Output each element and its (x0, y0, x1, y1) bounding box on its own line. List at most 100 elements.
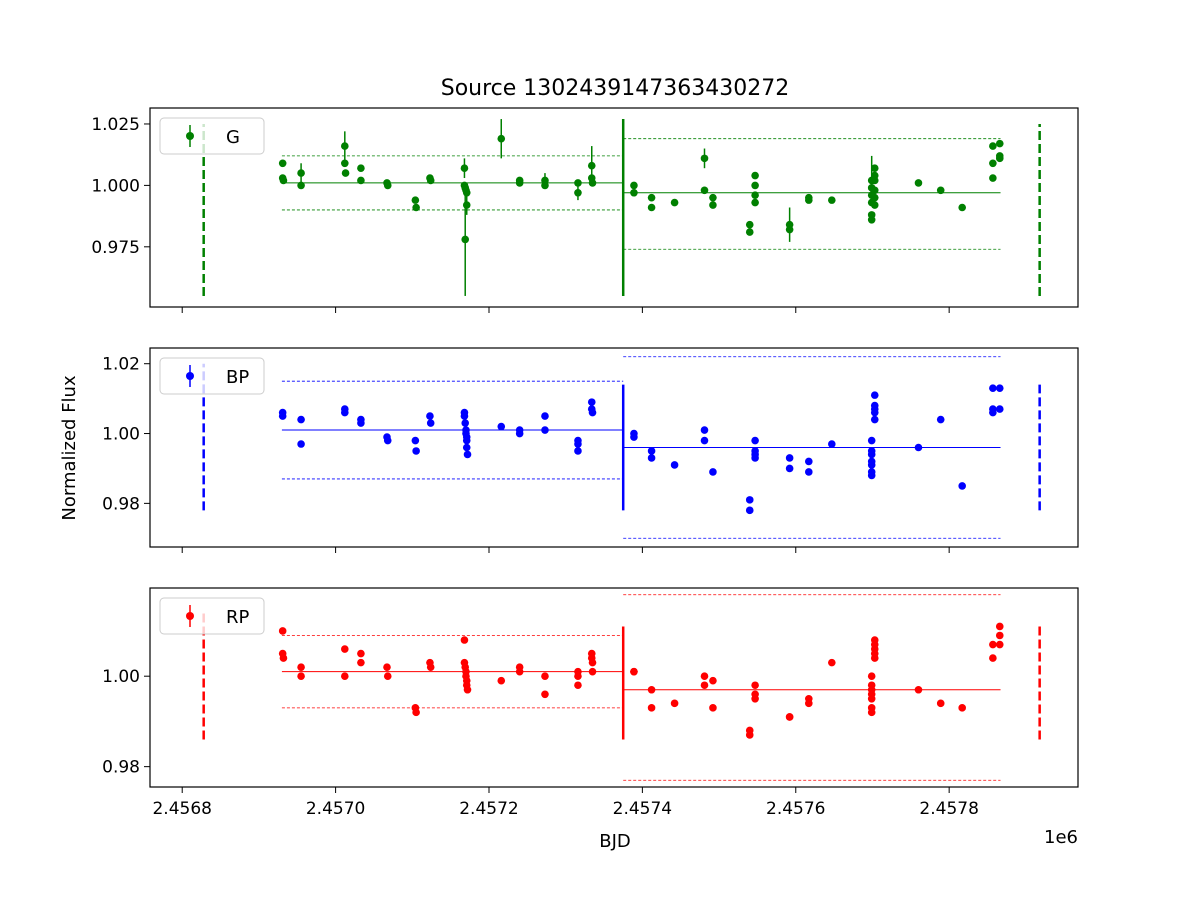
data-point (426, 412, 434, 420)
data-point (867, 436, 876, 445)
data-point (412, 203, 420, 212)
legend-marker (186, 612, 194, 620)
axes-frame (149, 107, 1079, 308)
y-tick-label: 0.98 (102, 758, 140, 778)
y-tick-label: 1.000 (91, 176, 140, 196)
data-point (751, 695, 759, 703)
data-point (541, 426, 549, 434)
data-point (341, 672, 349, 680)
data-point (647, 447, 656, 455)
legend: BP (159, 357, 265, 395)
data-point (751, 681, 759, 690)
data-point (541, 181, 549, 190)
data-point (541, 412, 549, 420)
panel-bp: 0.98 1.00 1.02 BP (102, 347, 1079, 553)
data-point (341, 408, 349, 417)
data-point (574, 188, 582, 197)
data-point (867, 471, 876, 480)
data-point (700, 672, 709, 680)
data-point (357, 649, 365, 658)
data-point (630, 188, 638, 197)
data-point (870, 176, 879, 185)
data-point (630, 667, 638, 676)
data-point (700, 436, 709, 445)
data-point (670, 198, 679, 207)
x-axis-label: BJD (599, 831, 631, 852)
legend-box (159, 597, 265, 635)
data-point (745, 731, 754, 739)
data-point (670, 699, 679, 708)
data-point (700, 186, 709, 195)
legend: G (159, 117, 265, 155)
legend-box (159, 117, 265, 155)
data-point (383, 663, 391, 671)
data-point (515, 179, 524, 187)
data-point (785, 464, 794, 473)
data-point (709, 468, 717, 476)
data-point (460, 636, 469, 644)
data-point (751, 454, 759, 462)
panels-layer: 0.975 1.000 1.025 G 0.98 1.00 1.02 BP 0.98 1.00 2.… (91, 107, 1079, 819)
data-point (588, 179, 597, 187)
data-point (989, 384, 997, 392)
data-point (341, 645, 349, 653)
data-point (461, 235, 470, 244)
data-point (460, 412, 469, 420)
data-point (989, 174, 997, 182)
legend-box (159, 357, 265, 395)
data-point (670, 461, 679, 469)
data-point (588, 667, 597, 676)
data-point (785, 454, 794, 462)
data-point (751, 198, 759, 207)
data-point (989, 408, 997, 417)
data-point (297, 672, 305, 680)
data-point (995, 384, 1004, 392)
x-tick-label: 2.4572 (459, 799, 518, 819)
data-point (995, 405, 1004, 413)
data-point (541, 690, 549, 699)
data-point (630, 181, 638, 190)
data-point (870, 654, 879, 662)
data-point (870, 408, 879, 417)
data-point (383, 181, 392, 190)
data-point (497, 422, 506, 431)
data-point (574, 447, 582, 455)
data-point (995, 154, 1004, 163)
data-point (867, 461, 876, 469)
data-point (995, 622, 1004, 631)
data-point (867, 695, 876, 703)
data-point (341, 142, 349, 150)
data-point (279, 176, 288, 185)
data-point (745, 220, 754, 229)
data-point (989, 159, 997, 168)
data-point (805, 699, 813, 708)
data-point (647, 193, 656, 202)
data-point (383, 672, 392, 680)
data-point (297, 415, 305, 424)
y-tick-label: 0.975 (91, 238, 140, 258)
data-point (461, 419, 470, 427)
data-point (630, 433, 638, 441)
data-point (647, 704, 656, 712)
x-tick-label: 2.4574 (613, 799, 672, 819)
data-point (870, 164, 879, 172)
data-point (995, 640, 1004, 649)
data-point (515, 429, 524, 438)
data-point (297, 440, 305, 448)
data-point (867, 708, 876, 717)
data-point (411, 436, 420, 445)
data-point (574, 440, 582, 448)
data-point (497, 676, 506, 685)
data-point (745, 496, 754, 504)
data-point (426, 663, 435, 671)
data-point (426, 176, 435, 185)
data-point (867, 672, 876, 680)
data-point (297, 169, 305, 177)
data-point (278, 159, 287, 168)
data-point (867, 450, 876, 459)
data-point (958, 704, 966, 712)
data-point (745, 506, 754, 515)
y-tick-label: 1.02 (102, 355, 140, 375)
data-point (278, 412, 287, 420)
data-point (958, 482, 966, 490)
